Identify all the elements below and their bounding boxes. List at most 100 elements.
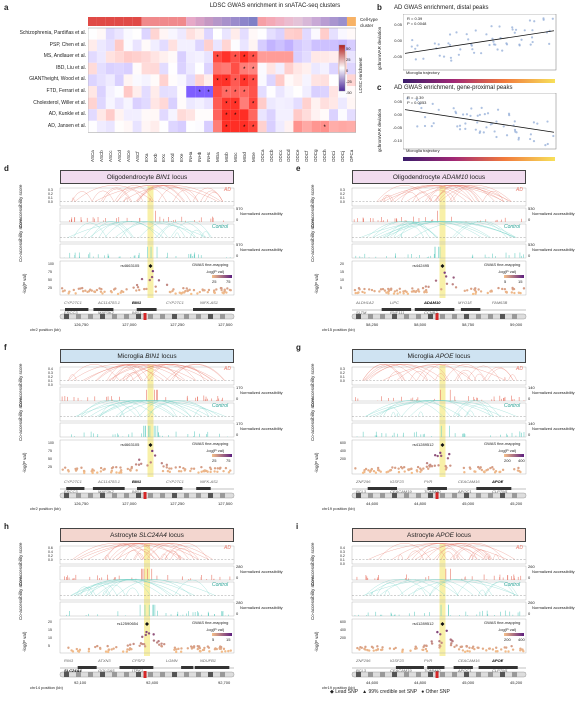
snp-point xyxy=(479,290,483,293)
track-frame xyxy=(351,386,527,402)
snp-point xyxy=(440,641,443,645)
snp-point xyxy=(474,292,477,295)
gwas-colorbar xyxy=(212,633,232,636)
coaccess-arc xyxy=(387,371,406,381)
heatmap-cell xyxy=(96,51,106,63)
chromosome-band xyxy=(76,314,81,319)
panel_h-locus: h Astrocyte SLC24A4 locus Co-accessibility… xyxy=(4,522,289,694)
track-frame xyxy=(59,187,235,207)
scatter-point xyxy=(454,110,457,113)
chromosome-band xyxy=(196,314,201,319)
chromosome-band xyxy=(464,314,469,319)
coaccess-arc xyxy=(67,221,207,238)
heatmap-cell xyxy=(257,28,267,40)
scatter-point xyxy=(501,49,504,52)
snp-point xyxy=(417,288,420,291)
significance-mark: * xyxy=(225,78,228,84)
panel_i-gene-label: PVR xyxy=(424,658,433,663)
heatmap-cell xyxy=(168,97,178,110)
heatmap-cell xyxy=(346,120,356,133)
panel_e-acc-max-a2: 530 xyxy=(528,242,535,247)
significance-mark: * xyxy=(243,125,246,131)
snp-point xyxy=(491,648,495,651)
snp-point xyxy=(376,648,379,651)
heatmap-cell xyxy=(150,74,160,86)
chromosome-band xyxy=(220,672,225,677)
coaccess-arc xyxy=(170,221,212,238)
heatmap-cell xyxy=(248,74,258,86)
cluster-label: MGd xyxy=(241,152,247,162)
track-frame xyxy=(59,601,235,617)
gene-model xyxy=(428,666,445,669)
snp-point xyxy=(83,471,86,475)
panel_i-pytick: 400 xyxy=(340,628,346,632)
snp-point xyxy=(209,470,212,474)
other-snp-icon: ● xyxy=(421,689,425,695)
heatmap-cell xyxy=(204,120,214,133)
heatmap-cell xyxy=(248,28,258,40)
coaccess-arc xyxy=(139,221,197,238)
coaccess-arc xyxy=(415,185,510,202)
scatter-point xyxy=(414,58,417,61)
panel_g-normacc-a1: Normalized accessibility xyxy=(532,390,575,395)
panel_f-acc-max-a1: 170 xyxy=(236,385,243,390)
panel_f-ad-label: AD xyxy=(224,366,231,372)
scatter-point xyxy=(546,142,549,146)
snp-point xyxy=(367,469,370,472)
snp-point xyxy=(160,642,163,645)
gene-model xyxy=(181,666,194,669)
heatmap-cell xyxy=(159,39,169,52)
heatmap-cell xyxy=(186,39,196,52)
heatmap-cell xyxy=(204,51,214,63)
ytick: -0.10 xyxy=(392,138,402,143)
coaccess-arc xyxy=(71,191,93,202)
panel_d-acc-zero-a2: 0 xyxy=(236,253,239,258)
significance-mark: * xyxy=(252,55,255,61)
colorbar-tick: 25 xyxy=(346,57,351,62)
coaccess-arc xyxy=(119,406,141,417)
trait-labels: Schizophrenia, Pardiñas et al. PSP, Chen … xyxy=(4,28,86,132)
cluster-color-cell xyxy=(132,17,142,26)
snp-point xyxy=(388,647,392,650)
track-frame xyxy=(351,402,527,422)
heatmap-cell xyxy=(230,62,240,75)
heatmap-cell xyxy=(257,51,267,63)
snp-point xyxy=(433,464,437,467)
coaccess-arc xyxy=(99,404,125,417)
snp-point xyxy=(354,467,357,470)
heatmap-cell xyxy=(177,39,187,52)
snp-point xyxy=(427,467,430,470)
coaccess-arc xyxy=(369,400,517,417)
snp-point xyxy=(376,468,380,472)
snp-point xyxy=(60,287,64,290)
heatmap-cell xyxy=(105,120,115,133)
snp-point xyxy=(150,275,154,279)
heatmap-cell xyxy=(177,109,187,121)
coaccess-arc xyxy=(124,197,128,202)
heatmap-cell xyxy=(239,62,249,75)
chromosome-band xyxy=(148,314,153,319)
heatmap-cell xyxy=(221,28,231,40)
snp-point xyxy=(142,642,146,646)
gene-model xyxy=(193,308,210,311)
panel_d-gene-label: CYP27C1 xyxy=(64,300,82,305)
heatmap-cell xyxy=(338,97,347,110)
panel_h-cbar-tick1: 15 xyxy=(226,637,231,642)
coaccess-arc xyxy=(379,400,444,417)
scatter-point xyxy=(458,124,462,127)
snp-point xyxy=(424,285,428,288)
heatmap-cell xyxy=(105,74,115,86)
trait-label: AD, Jansen et al. xyxy=(47,122,86,129)
snp-point xyxy=(75,647,79,651)
panel_e-gene-label: ADAM10 xyxy=(424,300,441,305)
gene-model xyxy=(110,487,125,490)
coaccess-arc xyxy=(172,366,205,381)
snp-point xyxy=(165,283,169,287)
cluster-label: INHa xyxy=(188,151,194,162)
panel_f-gene-label: IWS1 xyxy=(132,489,142,494)
heatmap-cell xyxy=(320,97,330,110)
panel_g-gene-label: BCL3 xyxy=(356,489,367,494)
snp-point xyxy=(478,467,481,470)
heatmap-cell xyxy=(186,74,196,86)
heatmap-cell xyxy=(329,39,339,52)
